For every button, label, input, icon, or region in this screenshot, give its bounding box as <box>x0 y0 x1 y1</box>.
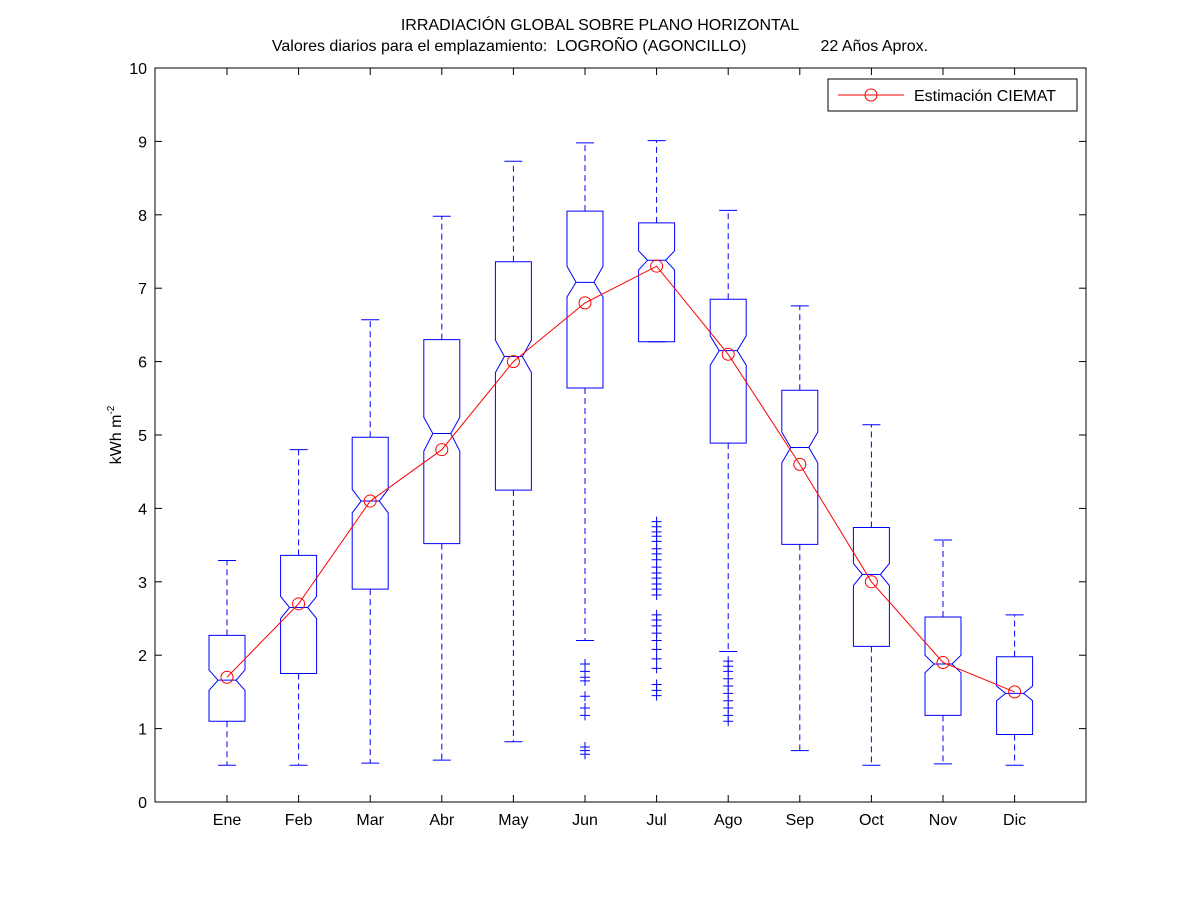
notched-box <box>423 339 461 545</box>
outlier-marker <box>651 644 662 655</box>
y-tick-label: 1 <box>138 722 147 739</box>
legend: Estimación CIEMAT <box>827 78 1078 112</box>
chart-title: IRRADIACIÓN GLOBAL SOBRE PLANO HORIZONTA… <box>400 17 800 34</box>
notched-box <box>781 389 819 545</box>
outlier-marker <box>580 691 590 702</box>
x-tick-label: Abr <box>429 812 455 829</box>
legend-label: Estimación CIEMAT <box>914 88 1056 105</box>
axes-layer: 0 1 2 3 4 5 6 7 8 9 10 Ene Feb Mar Abr May Jun Jul Ago Sep O… <box>129 61 1087 829</box>
estimate-series-layer <box>220 259 1022 699</box>
outlier-marker <box>651 635 662 646</box>
estimate-line <box>226 265 1015 693</box>
x-tick-label: Ene <box>213 812 242 829</box>
y-tick-label: 6 <box>138 355 147 372</box>
notched-box <box>208 634 246 722</box>
x-tick-label: Oct <box>859 812 884 829</box>
y-tick-label: 5 <box>138 428 147 445</box>
x-tick-label: May <box>498 812 528 829</box>
notched-box <box>280 554 318 674</box>
outlier-marker <box>580 710 590 721</box>
x-tick-label: Jul <box>646 812 666 829</box>
boxes-layer <box>208 140 1034 766</box>
x-tick-label: Dic <box>1003 812 1026 829</box>
x-tick-label: Feb <box>285 812 313 829</box>
box-jun <box>566 142 604 760</box>
outlier-marker <box>651 690 662 701</box>
estimate-point-abr <box>435 443 449 457</box>
box-ene <box>208 560 246 766</box>
outlier-marker <box>723 716 734 727</box>
notched-box <box>924 616 962 716</box>
estimate-point-ene <box>220 670 234 684</box>
box-jul <box>638 140 676 701</box>
outlier-marker <box>580 675 590 686</box>
notched-box <box>351 436 389 590</box>
notched-box <box>709 298 747 444</box>
plot-area <box>155 68 1086 802</box>
y-tick-label: 9 <box>138 134 147 151</box>
legend-marker-sample <box>864 88 878 102</box>
box-sep <box>781 305 819 752</box>
box-feb <box>280 449 318 766</box>
box-abr <box>423 215 461 761</box>
estimate-point-ago <box>721 347 735 361</box>
x-tick-label: Ago <box>714 812 743 829</box>
subtitle-years: 22 Años Aprox. <box>820 38 929 55</box>
outlier-marker <box>651 590 662 601</box>
estimate-point-oct <box>864 575 878 589</box>
y-tick-label: 7 <box>138 281 147 298</box>
y-tick-label: 2 <box>138 648 147 665</box>
notched-box <box>566 210 604 389</box>
y-tick-label: 4 <box>138 501 147 518</box>
estimate-point-jul <box>650 259 664 273</box>
estimate-point-may <box>506 355 520 369</box>
box-oct <box>852 424 890 766</box>
notched-box <box>996 656 1034 735</box>
estimate-point-jun <box>578 296 592 310</box>
estimate-point-sep <box>793 457 807 471</box>
subtitle-location: Valores diarios para el emplazamiento: L… <box>271 38 747 55</box>
estimate-point-mar <box>363 494 377 508</box>
y-tick-label: 8 <box>138 208 147 225</box>
outlier-marker <box>651 663 662 674</box>
notched-box <box>852 527 890 647</box>
estimate-point-feb <box>292 597 306 611</box>
notched-box <box>638 222 676 343</box>
notched-box <box>494 261 532 491</box>
y-tick-label: 10 <box>129 61 147 78</box>
y-tick-label: 3 <box>138 575 147 592</box>
estimate-point-nov <box>936 656 950 670</box>
box-may <box>494 160 532 743</box>
box-ago <box>709 209 747 727</box>
x-tick-label: Sep <box>786 812 815 829</box>
chart-subtitle: Valores diarios para el emplazamiento: L… <box>0 38 1200 56</box>
outlier-marker <box>580 749 590 760</box>
estimate-point-dic <box>1008 685 1022 699</box>
outlier-marker <box>651 653 662 664</box>
x-tick-label: Nov <box>929 812 957 829</box>
x-tick-label: Mar <box>356 812 384 829</box>
box-nov <box>924 539 962 765</box>
y-tick-label: 0 <box>138 795 147 812</box>
y-axis-label: kWh m-2 <box>106 405 125 464</box>
x-tick-label: Jun <box>572 812 598 829</box>
